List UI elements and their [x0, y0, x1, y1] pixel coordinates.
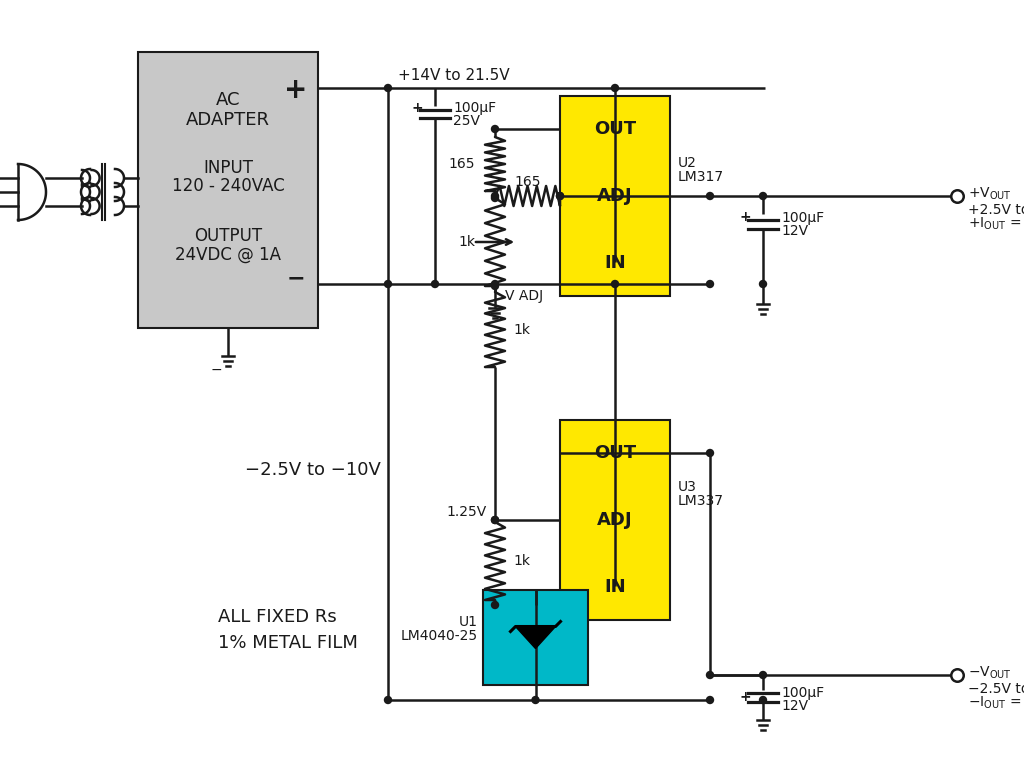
- Bar: [138, 52, 318, 328]
- Circle shape: [492, 281, 499, 288]
- Text: 165: 165: [514, 175, 541, 189]
- Circle shape: [760, 193, 767, 200]
- Circle shape: [384, 697, 391, 704]
- Text: U1: U1: [459, 615, 478, 629]
- Circle shape: [492, 282, 499, 289]
- Text: +2.5V to 10V: +2.5V to 10V: [968, 203, 1024, 217]
- Text: +I$_{\mathrm{OUT}}$ = 0 to 1A: +I$_{\mathrm{OUT}}$ = 0 to 1A: [968, 216, 1024, 232]
- Circle shape: [707, 672, 714, 679]
- Text: −I$_{\mathrm{OUT}}$ = 0 to +I$_{\mathrm{OUT}}$: −I$_{\mathrm{OUT}}$ = 0 to +I$_{\mathrm{…: [968, 695, 1024, 711]
- Circle shape: [532, 697, 539, 704]
- Text: 100μF: 100μF: [781, 686, 824, 700]
- Text: −: −: [210, 363, 222, 377]
- Circle shape: [760, 672, 767, 679]
- Circle shape: [431, 281, 438, 288]
- Polygon shape: [515, 626, 555, 648]
- Text: U3: U3: [678, 480, 697, 494]
- Circle shape: [384, 84, 391, 91]
- Circle shape: [707, 281, 714, 288]
- Text: ALL FIXED Rs
1% METAL FILM: ALL FIXED Rs 1% METAL FILM: [218, 608, 357, 651]
- Text: +: +: [285, 76, 307, 104]
- Text: AC: AC: [216, 91, 241, 109]
- Text: LM337: LM337: [678, 494, 724, 508]
- Text: 1.25V: 1.25V: [446, 505, 487, 519]
- Circle shape: [492, 516, 499, 523]
- Circle shape: [492, 126, 499, 133]
- Text: LM317: LM317: [678, 170, 724, 183]
- Circle shape: [492, 601, 499, 608]
- Text: 1k: 1k: [513, 322, 530, 336]
- Circle shape: [384, 281, 391, 288]
- Text: LM4040-25: LM4040-25: [400, 629, 478, 643]
- Circle shape: [760, 697, 767, 704]
- Text: OUT: OUT: [594, 120, 636, 138]
- Text: 12V: 12V: [781, 699, 808, 713]
- Text: +: +: [412, 101, 423, 115]
- Text: −: −: [287, 268, 305, 288]
- Text: +V$_{\mathrm{OUT}}$: +V$_{\mathrm{OUT}}$: [968, 186, 1012, 202]
- Text: IN: IN: [604, 254, 626, 271]
- Text: −2.5V to −10V: −2.5V to −10V: [968, 682, 1024, 696]
- Text: INPUT: INPUT: [203, 159, 253, 177]
- Text: V ADJ: V ADJ: [505, 289, 543, 303]
- Circle shape: [760, 281, 767, 288]
- Text: 120 - 240VAC: 120 - 240VAC: [172, 177, 285, 195]
- Text: +14V to 21.5V: +14V to 21.5V: [398, 69, 510, 83]
- Text: ADJ: ADJ: [597, 511, 633, 529]
- Circle shape: [492, 193, 499, 200]
- Text: 100μF: 100μF: [453, 101, 496, 115]
- Bar: [560, 96, 670, 296]
- Text: IN: IN: [604, 578, 626, 596]
- Circle shape: [556, 193, 563, 200]
- Circle shape: [492, 516, 499, 523]
- Circle shape: [611, 84, 618, 91]
- Text: ADJ: ADJ: [597, 187, 633, 205]
- Text: 100μF: 100μF: [781, 211, 824, 225]
- Text: +: +: [739, 210, 751, 224]
- Text: 25V: 25V: [453, 114, 480, 128]
- Text: 1k: 1k: [513, 554, 530, 568]
- Circle shape: [707, 193, 714, 200]
- Text: −2.5V to −10V: −2.5V to −10V: [245, 461, 381, 479]
- Circle shape: [556, 193, 563, 200]
- Text: OUTPUT: OUTPUT: [194, 227, 262, 245]
- Text: 24VDC @ 1A: 24VDC @ 1A: [175, 246, 281, 264]
- Circle shape: [707, 449, 714, 456]
- Text: ADAPTER: ADAPTER: [186, 111, 270, 129]
- Circle shape: [707, 697, 714, 704]
- Text: 12V: 12V: [781, 224, 808, 238]
- Text: U2: U2: [678, 156, 697, 170]
- Bar: [560, 420, 670, 620]
- Text: −V$_{\mathrm{OUT}}$: −V$_{\mathrm{OUT}}$: [968, 665, 1012, 681]
- Text: OUT: OUT: [594, 445, 636, 463]
- Text: 1k: 1k: [458, 235, 475, 249]
- Circle shape: [492, 194, 499, 201]
- Circle shape: [611, 281, 618, 288]
- Text: +: +: [739, 690, 751, 704]
- Text: 165: 165: [449, 157, 475, 171]
- Bar: [483, 590, 588, 685]
